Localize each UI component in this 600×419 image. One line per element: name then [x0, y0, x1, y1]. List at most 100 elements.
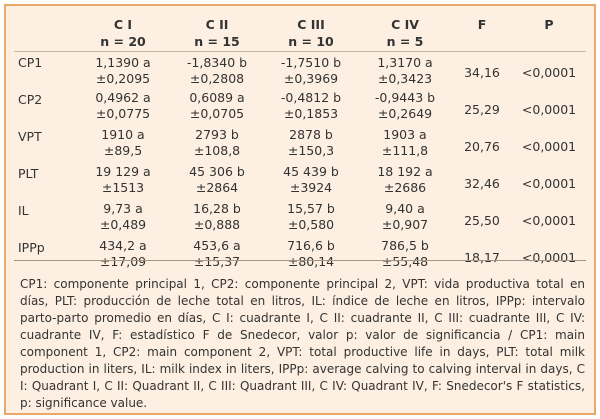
value-cell: 1,3170 a ±0,3423 [358, 52, 452, 91]
p-value-cell: <0,0001 [521, 212, 577, 228]
value-cell: 15,57 b ±0,580 [264, 201, 358, 238]
header-line1: P [544, 17, 554, 32]
value-cell: 1903 a ±111,8 [358, 127, 452, 164]
f-statistic-cell: 32,46 [464, 175, 500, 191]
mean-value: -0,4812 b [280, 90, 342, 105]
header-cell: F [452, 16, 512, 52]
error-value: ±15,37 [193, 254, 241, 269]
p-value-cell: <0,0001 [521, 175, 577, 191]
value-cell: 453,6 a ±15,37 [170, 238, 264, 275]
value-cell: 19 129 a ±1513 [76, 164, 170, 201]
value-cell: -1,8340 b ±0,2808 [170, 52, 264, 91]
value-cell: 1,1390 a ±0,2095 [76, 52, 170, 91]
mean-value: 9,40 a [385, 201, 425, 216]
error-value: ±1513 [101, 180, 145, 195]
row-label: PLT [18, 166, 39, 181]
header-line2: n = 10 [288, 34, 334, 49]
error-value: ±89,5 [103, 143, 143, 158]
error-value: ±2864 [195, 180, 239, 195]
results-table: C I n = 20 C II n = 15 C III n = 10 C IV n = 5 F… [14, 16, 586, 275]
table-row: VPT 1910 a ±89,5 2793 b ±108,8 2878 b ±150,3 19… [14, 127, 586, 164]
row-label: IL [18, 203, 29, 218]
p-value-cell: <0,0001 [521, 249, 577, 265]
mean-value: 16,28 b [193, 201, 241, 216]
error-value: ±0,0775 [95, 106, 151, 121]
header-line2: n = 20 [100, 34, 146, 49]
error-value: ±0,3423 [377, 71, 433, 86]
header-line1: C II [205, 17, 229, 32]
table-panel: C I n = 20 C II n = 15 C III n = 10 C IV n = 5 F… [4, 4, 596, 415]
mean-value: 2793 b [195, 127, 239, 142]
mean-value: 45 306 b [189, 164, 245, 179]
value-cell: 9,40 a ±0,907 [358, 201, 452, 238]
mean-value: 0,4962 a [95, 90, 151, 105]
error-value: ±0,0705 [189, 106, 245, 121]
mean-value: -0,9443 b [374, 90, 436, 105]
error-value: ±2686 [383, 180, 427, 195]
p-value-cell: <0,0001 [521, 138, 577, 154]
row-label: VPT [18, 129, 42, 144]
mean-value: 18 192 a [377, 164, 433, 179]
table-bottom-rule [14, 260, 586, 261]
value-cell: 0,6089 a ±0,0705 [170, 90, 264, 127]
table-row: PLT 19 129 a ±1513 45 306 b ±2864 45 439 b ±39… [14, 164, 586, 201]
header-line2: n = 5 [386, 34, 424, 49]
header-cell [14, 16, 76, 52]
mean-value: -1,7510 b [280, 55, 342, 70]
value-cell: 2793 b ±108,8 [170, 127, 264, 164]
mean-value: 45 439 b [283, 164, 339, 179]
header-line1: C III [297, 17, 325, 32]
value-cell: 9,73 a ±0,489 [76, 201, 170, 238]
table-row: IL 9,73 a ±0,489 16,28 b ±0,888 15,57 b ±0,580… [14, 201, 586, 238]
mean-value: 1903 a [383, 127, 427, 142]
value-cell: 18 192 a ±2686 [358, 164, 452, 201]
table-row: CP2 0,4962 a ±0,0775 0,6089 a ±0,0705 -0,4812… [14, 90, 586, 127]
error-value: ±80,14 [287, 254, 335, 269]
value-cell: 786,5 b ±55,48 [358, 238, 452, 275]
error-value: ±0,2649 [377, 106, 433, 121]
header-line2: n = 15 [194, 34, 240, 49]
mean-value: 434,2 a [99, 238, 147, 253]
mean-value: 15,57 b [287, 201, 335, 216]
f-statistic-cell: 25,50 [464, 212, 500, 228]
header-line1: C IV [391, 17, 419, 32]
value-cell: 2878 b ±150,3 [264, 127, 358, 164]
header-cell: C I n = 20 [76, 16, 170, 52]
value-cell: 1910 a ±89,5 [76, 127, 170, 164]
header-line1: F [477, 17, 487, 32]
f-statistic-cell: 25,29 [464, 101, 500, 117]
error-value: ±0,888 [193, 217, 241, 232]
value-cell: 16,28 b ±0,888 [170, 201, 264, 238]
error-value: ±0,489 [99, 217, 147, 232]
error-value: ±0,1853 [283, 106, 339, 121]
value-cell: 45 439 b ±3924 [264, 164, 358, 201]
error-value: ±111,8 [381, 143, 429, 158]
mean-value: 453,6 a [193, 238, 241, 253]
value-cell: -0,4812 b ±0,1853 [264, 90, 358, 127]
value-cell: 716,6 b ±80,14 [264, 238, 358, 275]
mean-value: -1,8340 b [186, 55, 248, 70]
value-cell: 434,2 a ±17,09 [76, 238, 170, 275]
error-value: ±108,8 [193, 143, 241, 158]
header-cell: C III n = 10 [264, 16, 358, 52]
table-header-row: C I n = 20 C II n = 15 C III n = 10 C IV n = 5 F… [14, 16, 586, 52]
header-cell: C II n = 15 [170, 16, 264, 52]
table-row: CP1 1,1390 a ±0,2095 -1,8340 b ±0,2808 -1,751… [14, 52, 586, 91]
f-statistic-cell: 34,16 [464, 64, 500, 80]
p-value-cell: <0,0001 [521, 64, 577, 80]
error-value: ±0,2095 [95, 71, 151, 86]
header-line1: C I [113, 17, 133, 32]
error-value: ±55,48 [381, 254, 429, 269]
p-value-cell: <0,0001 [521, 101, 577, 117]
mean-value: 716,6 b [287, 238, 335, 253]
error-value: ±0,580 [287, 217, 335, 232]
mean-value: 786,5 b [381, 238, 429, 253]
value-cell: 0,4962 a ±0,0775 [76, 90, 170, 127]
mean-value: 9,73 a [103, 201, 143, 216]
mean-value: 1,3170 a [377, 55, 433, 70]
value-cell: -0,9443 b ±0,2649 [358, 90, 452, 127]
error-value: ±17,09 [99, 254, 147, 269]
value-cell: 45 306 b ±2864 [170, 164, 264, 201]
mean-value: 2878 b [289, 127, 333, 142]
error-value: ±3924 [289, 180, 333, 195]
